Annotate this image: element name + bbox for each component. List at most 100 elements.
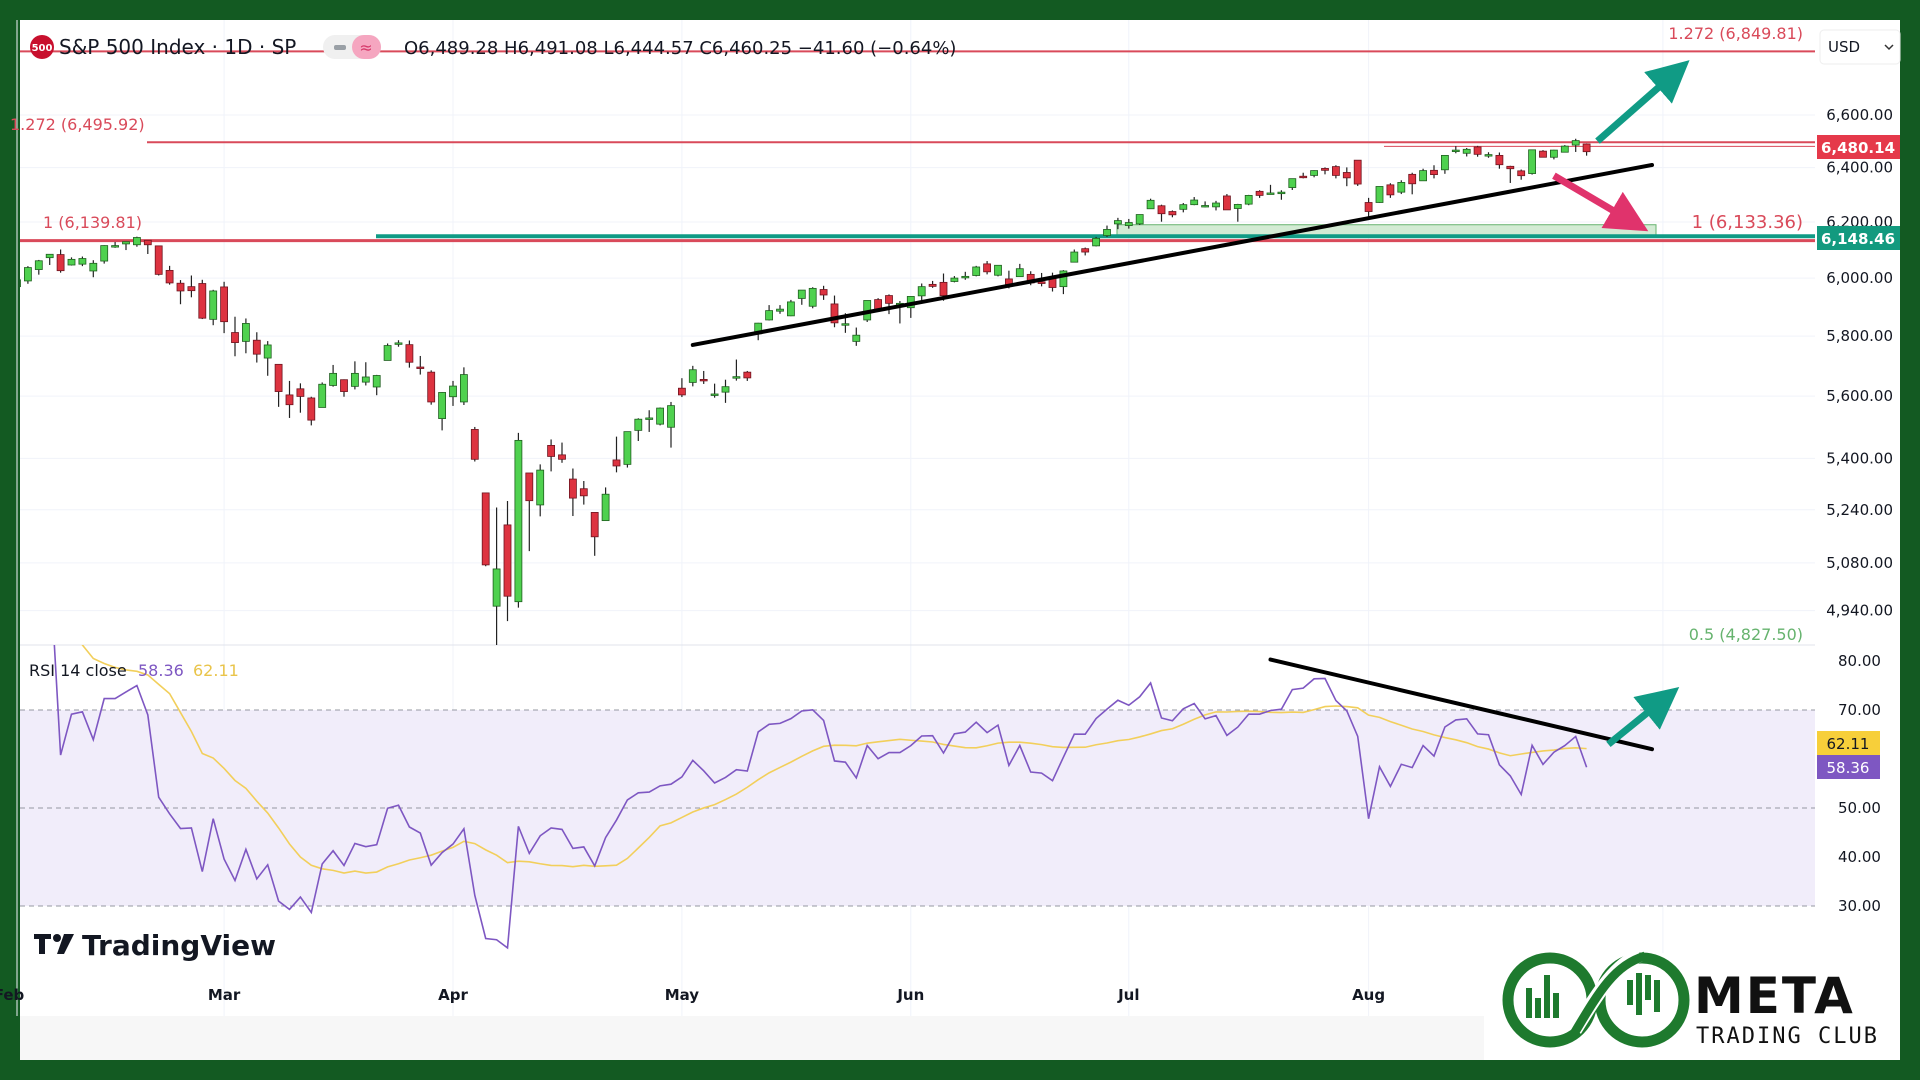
candle-up xyxy=(787,299,795,317)
candle-down xyxy=(187,275,196,298)
candle-body xyxy=(427,371,436,403)
candle-down xyxy=(1168,210,1177,218)
candle-up xyxy=(950,276,959,283)
rsi-tick-label: 80.00 xyxy=(1838,652,1881,670)
candle-up xyxy=(536,464,545,517)
candle-body xyxy=(132,237,141,246)
symbol-header[interactable]: 500 S&P 500 Index · 1D · SP ≈ O6,489.28 … xyxy=(30,35,956,59)
candle-body xyxy=(1364,202,1373,212)
last-price-badge: 6,480.14 xyxy=(1817,135,1900,159)
candle-up xyxy=(1103,225,1111,237)
price-axis[interactable]: 6,600.006,400.006,200.006,000.005,800.00… xyxy=(1826,106,1893,620)
candle-up xyxy=(852,327,861,346)
candle-up xyxy=(23,266,32,284)
fib-label-1272-lower: 1.272 (6,495.92) xyxy=(10,115,145,134)
brand-name: META xyxy=(1694,967,1855,1025)
candle-up xyxy=(241,318,250,354)
time-tick-label: Jul xyxy=(1117,986,1139,1004)
candle-body xyxy=(1070,251,1079,263)
candle-up xyxy=(329,364,338,387)
rsi-legend[interactable]: RSI 14 close 58.36 62.11 xyxy=(29,661,239,680)
candle-up xyxy=(1233,203,1242,222)
rsi-axis[interactable]: 80.00 70.00 50.00 40.00 30.00 xyxy=(1838,652,1881,915)
candle-body xyxy=(830,303,839,324)
candle-up xyxy=(459,367,468,406)
tradingview-logo[interactable]: TradingView xyxy=(34,929,276,962)
candle-body xyxy=(1212,202,1220,208)
candle-body xyxy=(459,374,468,403)
candle-body xyxy=(187,286,196,292)
candle-body xyxy=(1037,281,1046,284)
candle-body xyxy=(536,469,545,506)
candle-body xyxy=(1179,204,1188,210)
candle-down xyxy=(743,370,752,381)
candle-body xyxy=(1539,150,1547,158)
candle-down xyxy=(1342,167,1351,187)
candle-body xyxy=(710,393,719,396)
candle-body xyxy=(20,279,21,288)
candle-body xyxy=(612,459,621,467)
candle-body xyxy=(1168,211,1177,216)
candle-body xyxy=(122,241,130,245)
candle-down xyxy=(612,436,621,473)
candle-up xyxy=(100,245,109,264)
candle-up xyxy=(438,392,447,431)
candle-down xyxy=(569,468,577,517)
sp500-logo-icon xyxy=(30,35,54,59)
candle-down xyxy=(56,249,65,273)
candle-body xyxy=(656,407,664,425)
candle-up xyxy=(1092,236,1100,247)
candle-up xyxy=(394,340,403,347)
candle-up xyxy=(361,362,370,386)
candle-down xyxy=(819,285,828,300)
grid xyxy=(16,20,1815,1016)
candle-up xyxy=(1451,146,1460,154)
candle-up xyxy=(372,374,381,396)
candle-body xyxy=(307,397,316,421)
candle-body xyxy=(1059,270,1068,288)
candle-body xyxy=(318,383,327,408)
candle-body xyxy=(1288,178,1297,188)
candle-up xyxy=(623,431,632,468)
candle-body xyxy=(1571,140,1580,146)
symbol-title[interactable]: S&P 500 Index · 1D · SP xyxy=(59,35,296,59)
time-tick-label: Apr xyxy=(438,986,468,1004)
candle-up xyxy=(601,487,610,522)
candle-down xyxy=(1430,165,1438,179)
candle-body xyxy=(678,387,686,396)
candle-down xyxy=(885,294,893,315)
candle-body xyxy=(1277,191,1286,195)
candle-up xyxy=(318,382,327,408)
rsi-legend-ma: 62.11 xyxy=(193,661,239,680)
candle-down xyxy=(427,370,436,405)
candle-body xyxy=(296,388,305,397)
candle-down xyxy=(1386,183,1395,198)
candle-down xyxy=(1495,152,1504,169)
compare-toggle[interactable] xyxy=(352,35,381,59)
candle-body xyxy=(45,253,54,259)
rsi-ma-badge: 62.11 xyxy=(1817,731,1880,755)
candle-body xyxy=(623,431,632,465)
rsi-lines xyxy=(53,645,1588,950)
candle-body xyxy=(1386,184,1395,196)
candle-up xyxy=(1212,200,1220,211)
candle-body xyxy=(154,245,163,275)
candle-down xyxy=(285,380,294,418)
fib-levels xyxy=(20,50,1815,243)
candle-up xyxy=(383,343,392,361)
candle-up xyxy=(34,259,43,275)
candle-body xyxy=(1462,148,1471,154)
candle-body xyxy=(274,363,283,392)
candle-down xyxy=(231,316,239,357)
candle-up xyxy=(1070,249,1079,263)
candle-body xyxy=(1484,154,1493,157)
candle-up xyxy=(1462,147,1471,157)
candle-body xyxy=(67,258,76,266)
candle-up xyxy=(776,305,784,314)
currency-dropdown[interactable]: USD xyxy=(1819,29,1901,65)
time-axis[interactable]: Feb Mar Apr May Jun Jul Aug xyxy=(0,986,1385,1004)
candle-body xyxy=(928,283,937,287)
brand-subtitle: TRADING CLUB xyxy=(1696,1024,1879,1049)
candle-body xyxy=(329,372,338,386)
